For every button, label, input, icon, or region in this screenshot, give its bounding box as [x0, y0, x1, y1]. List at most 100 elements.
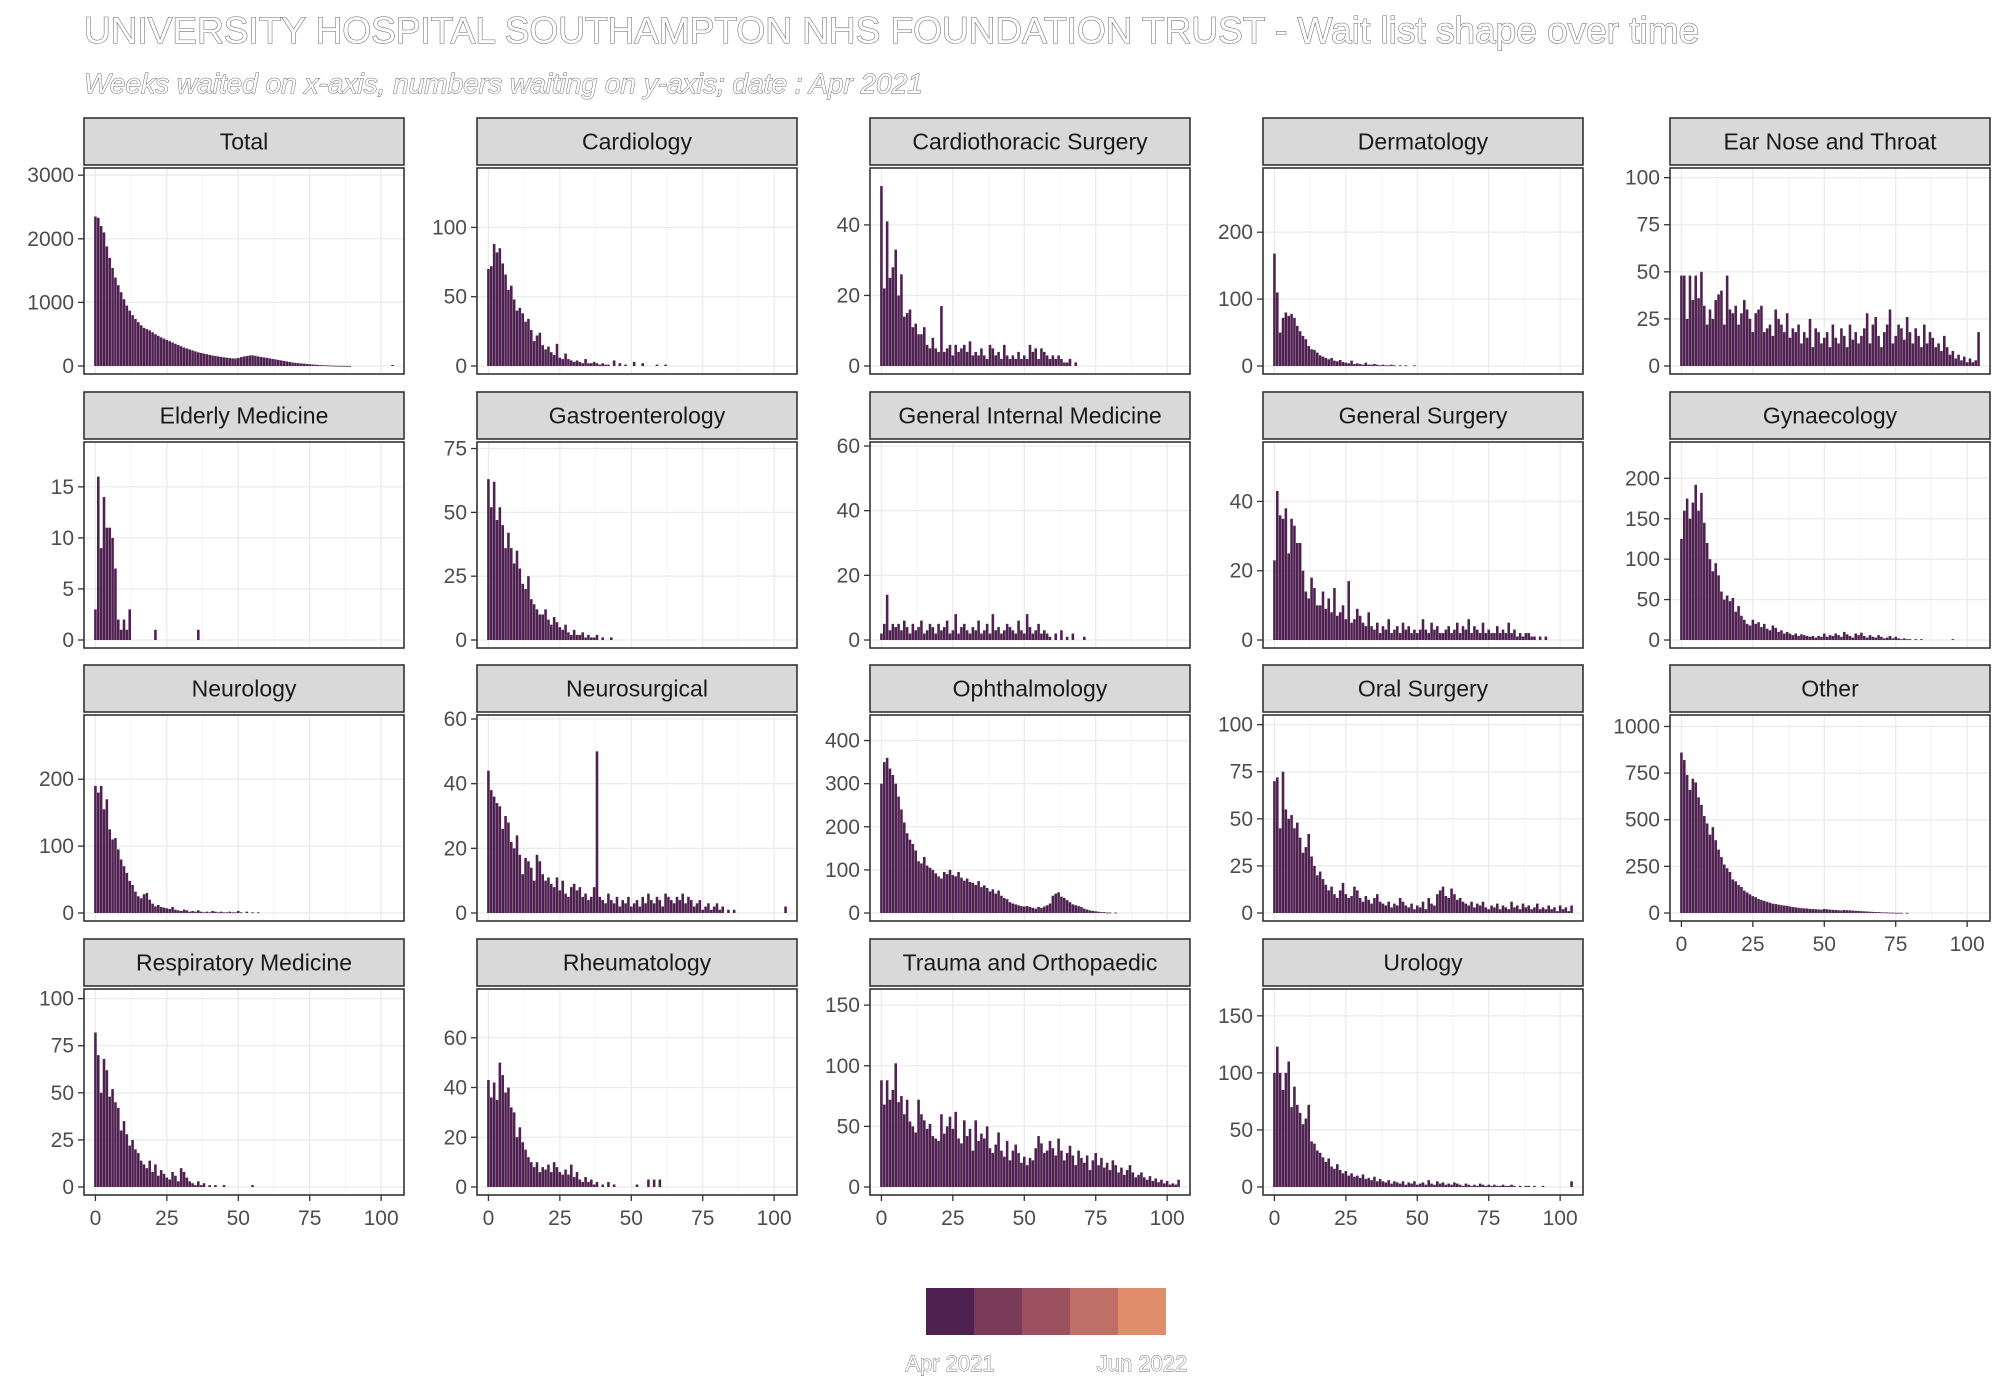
- bar: [1034, 1148, 1037, 1187]
- bar: [159, 906, 163, 913]
- bar: [954, 614, 957, 640]
- bar: [923, 633, 926, 640]
- bar: [558, 1172, 562, 1187]
- bar: [1128, 1165, 1132, 1187]
- bar: [923, 856, 926, 913]
- bar: [1845, 347, 1849, 366]
- legend-swatch: [1070, 1288, 1118, 1335]
- x-tick-label: 75: [1084, 1207, 1107, 1230]
- bar: [974, 1120, 977, 1187]
- bar: [311, 364, 314, 366]
- bar: [948, 1116, 952, 1187]
- bar: [951, 355, 955, 366]
- bar: [1298, 837, 1302, 913]
- bar: [1023, 906, 1026, 913]
- bar: [1533, 907, 1536, 913]
- bar: [317, 364, 320, 366]
- bar: [157, 335, 160, 366]
- bar: [111, 268, 114, 366]
- bar: [134, 891, 137, 913]
- legend-swatch: [1022, 1288, 1070, 1335]
- bar: [1780, 630, 1783, 640]
- bar: [151, 1171, 154, 1187]
- bar: [1453, 894, 1456, 913]
- bar: [1301, 335, 1305, 366]
- bar: [920, 620, 923, 640]
- bar: [985, 358, 989, 366]
- bar: [348, 365, 351, 367]
- bar: [1447, 626, 1450, 640]
- bar: [535, 609, 539, 640]
- bar: [1811, 909, 1815, 913]
- bar: [145, 892, 149, 913]
- bar: [151, 903, 154, 913]
- bar: [1723, 599, 1726, 640]
- bar: [980, 348, 983, 366]
- bar: [1376, 1181, 1379, 1187]
- bar: [1318, 355, 1322, 366]
- bar: [1811, 347, 1815, 366]
- bar: [251, 1185, 254, 1187]
- bar: [968, 1128, 972, 1187]
- bar: [917, 627, 920, 640]
- bar: [974, 351, 977, 366]
- bar: [695, 903, 699, 913]
- bar: [535, 1162, 539, 1187]
- bar: [179, 910, 183, 913]
- bar: [1025, 906, 1029, 913]
- bar: [1441, 886, 1445, 913]
- bar: [191, 1183, 194, 1187]
- bar: [1714, 563, 1717, 640]
- bar: [1843, 910, 1846, 913]
- bar: [1524, 1185, 1528, 1187]
- bar: [1330, 1166, 1333, 1187]
- bar: [1473, 1184, 1476, 1187]
- bar: [222, 1185, 226, 1187]
- bar: [994, 355, 997, 366]
- bar: [1900, 639, 1903, 640]
- bar: [97, 217, 100, 366]
- bar: [1321, 356, 1325, 366]
- y-tick-label: 0: [1241, 355, 1253, 378]
- bar: [139, 1160, 143, 1187]
- bar: [601, 1184, 604, 1187]
- bar: [1296, 543, 1299, 640]
- bar: [968, 341, 972, 366]
- bar: [1177, 1179, 1180, 1187]
- bar: [1481, 901, 1485, 913]
- bar: [1376, 894, 1379, 913]
- bar: [1697, 298, 1700, 366]
- bar: [194, 351, 197, 366]
- bar: [1708, 559, 1712, 640]
- bar: [1868, 343, 1872, 366]
- bar: [991, 614, 995, 640]
- bar: [1378, 1179, 1382, 1187]
- bar: [1456, 1183, 1459, 1187]
- bar: [615, 896, 619, 913]
- bar: [1037, 1136, 1040, 1187]
- y-tick-label: 0: [1648, 629, 1660, 652]
- bar: [1293, 828, 1296, 913]
- bar: [1424, 629, 1428, 640]
- bar: [271, 358, 274, 366]
- panel-strip: [1262, 391, 1584, 440]
- bar: [1780, 905, 1783, 913]
- bar: [655, 896, 659, 913]
- bar: [1974, 360, 1977, 366]
- bar: [1851, 910, 1855, 913]
- bar: [1734, 305, 1737, 366]
- bar: [1894, 636, 1897, 640]
- bar: [1040, 1143, 1043, 1187]
- bar: [1791, 635, 1795, 640]
- bar: [897, 796, 900, 913]
- bar: [715, 903, 719, 913]
- bar: [1296, 1104, 1299, 1187]
- x-tick-label: 25: [548, 1207, 571, 1230]
- bar: [1558, 905, 1562, 913]
- bar: [239, 357, 243, 366]
- bar: [205, 911, 209, 913]
- bar: [558, 357, 562, 366]
